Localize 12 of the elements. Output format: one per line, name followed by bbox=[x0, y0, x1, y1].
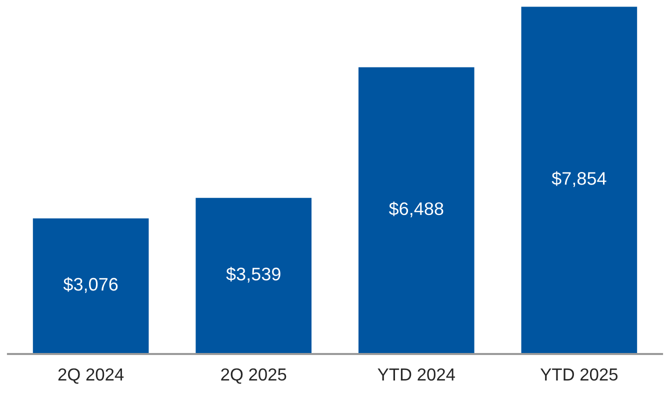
bar bbox=[520, 6, 638, 354]
bar bbox=[357, 66, 476, 354]
bar bbox=[32, 217, 150, 354]
bar bbox=[194, 196, 313, 354]
x-tick-label: YTD 2024 bbox=[378, 368, 455, 381]
data-label: $3,076 bbox=[63, 277, 118, 293]
data-label: $7,854 bbox=[552, 171, 606, 187]
data-label: $6,488 bbox=[388, 202, 444, 218]
x-tick-label: YTD 2025 bbox=[540, 368, 618, 381]
data-label: $3,539 bbox=[226, 266, 280, 283]
x-tick-label: 2Q 2024 bbox=[58, 368, 124, 384]
x-tick-label: 2Q 2025 bbox=[221, 368, 286, 384]
